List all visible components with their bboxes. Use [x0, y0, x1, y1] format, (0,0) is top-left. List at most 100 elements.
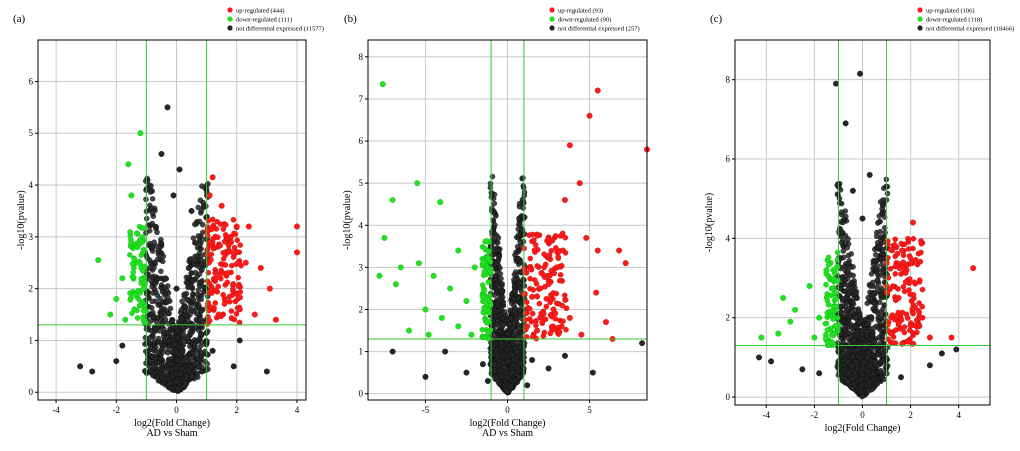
background-up-point	[208, 251, 215, 258]
background-point	[150, 273, 157, 280]
background-down-point	[132, 291, 138, 298]
background-up-point	[563, 305, 570, 312]
volcano-panel-2: -5 0 5 0 1 2 3 4 5 6 7 8 log2(Fold Change) -log10(pva…	[342, 7, 650, 439]
background-point	[147, 344, 154, 350]
background-down-point	[830, 316, 836, 322]
data-point-down	[379, 81, 386, 88]
background-up-point	[221, 301, 228, 307]
background-up-point	[543, 296, 550, 302]
background-up-point	[547, 330, 554, 337]
background-up-point	[234, 237, 240, 243]
background-point	[179, 298, 185, 305]
y-tick-label: 0	[726, 392, 731, 402]
background-point	[850, 354, 856, 360]
background-point	[838, 209, 845, 215]
background-up-point	[908, 260, 914, 267]
background-up-point	[887, 266, 894, 272]
data-point-ns	[842, 120, 849, 127]
background-point	[499, 288, 505, 294]
background-point	[173, 349, 179, 356]
data-point-ns	[236, 337, 243, 344]
background-point	[849, 299, 856, 306]
background-up-point	[215, 283, 221, 290]
data-point-up	[910, 219, 916, 226]
background-point	[149, 196, 156, 202]
data-point-down	[828, 338, 835, 345]
background-point	[200, 203, 207, 209]
data-point-down	[438, 314, 445, 321]
background-down-point	[140, 308, 147, 314]
data-point-up	[888, 330, 895, 337]
background-point	[871, 300, 878, 306]
background-down-point	[829, 308, 836, 315]
background-point	[504, 337, 511, 343]
background-point	[850, 337, 857, 344]
data-point-ns	[389, 348, 396, 355]
background-point	[876, 219, 882, 225]
background-point	[169, 318, 175, 324]
data-point-down	[381, 234, 388, 241]
background-up-point	[885, 322, 891, 328]
y-axis-label: -log10(pvalue)	[704, 193, 715, 252]
background-down-point	[130, 274, 137, 280]
x-tick-label: 0	[505, 405, 510, 415]
data-point-ns	[756, 354, 763, 361]
y-tick-label: 6	[359, 136, 364, 146]
background-down-point	[824, 327, 831, 333]
background-point	[195, 204, 201, 211]
background-point	[838, 352, 844, 359]
background-up-point	[226, 249, 232, 255]
background-point	[848, 251, 854, 257]
background-point	[173, 365, 180, 371]
background-point	[876, 299, 883, 305]
background-point	[159, 374, 165, 381]
background-up-point	[204, 246, 211, 253]
background-up-point	[899, 247, 905, 254]
data-point-down	[422, 306, 429, 313]
background-point	[183, 373, 190, 379]
data-point-down	[389, 197, 396, 203]
data-point-up	[566, 142, 573, 149]
data-point-ns	[173, 378, 180, 385]
data-point-up	[576, 180, 583, 187]
background-point	[188, 256, 194, 262]
data-point-ns	[164, 104, 171, 111]
background-point	[177, 370, 184, 377]
legend-marker-ns	[917, 25, 923, 31]
background-up-point	[235, 283, 242, 290]
data-point-down	[823, 267, 830, 274]
background-point	[166, 338, 173, 344]
data-point-up	[970, 265, 977, 272]
background-point	[160, 349, 167, 355]
background-point	[515, 256, 521, 262]
background-down-point	[483, 238, 490, 244]
background-down-point	[140, 249, 146, 256]
background-up-point	[527, 306, 533, 312]
background-point	[157, 252, 163, 259]
background-up-point	[208, 256, 214, 263]
background-point	[873, 258, 880, 265]
background-up-point	[916, 322, 922, 328]
background-down-point	[480, 282, 486, 288]
data-point-up	[266, 285, 273, 292]
data-point-ns	[494, 352, 501, 359]
data-point-ns	[852, 314, 859, 321]
background-point	[169, 323, 176, 329]
background-point	[494, 239, 501, 246]
background-point	[174, 385, 181, 392]
data-point-down	[468, 331, 475, 338]
data-point-up	[948, 334, 955, 341]
background-point-cloud	[127, 175, 244, 394]
data-point-ns	[188, 207, 195, 214]
background-up-point	[533, 322, 539, 329]
background-point	[198, 256, 204, 263]
background-point	[154, 324, 161, 331]
background-point	[148, 183, 154, 189]
volcano-panel-3: -4 -2 0 2 4 0 2 4 6 8 log2(Fold Change) -log10(pval…	[704, 7, 1014, 434]
background-up-point	[552, 233, 559, 239]
background-point	[198, 296, 204, 303]
data-point-down	[128, 192, 135, 199]
background-point	[517, 360, 524, 366]
background-up-point	[237, 294, 243, 301]
background-up-point	[533, 281, 540, 287]
